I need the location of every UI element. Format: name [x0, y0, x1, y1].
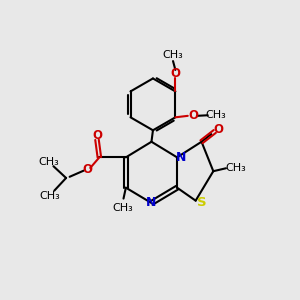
Text: CH₃: CH₃ — [39, 157, 59, 167]
Text: CH₃: CH₃ — [163, 50, 183, 60]
Text: CH₃: CH₃ — [206, 110, 226, 120]
Text: O: O — [213, 123, 223, 136]
Text: O: O — [188, 109, 198, 122]
Text: N: N — [146, 196, 156, 209]
Text: O: O — [170, 67, 180, 80]
Text: CH₃: CH₃ — [225, 163, 246, 173]
Text: O: O — [82, 163, 92, 176]
Text: CH₃: CH₃ — [112, 203, 133, 213]
Text: CH₃: CH₃ — [40, 190, 60, 201]
Text: O: O — [92, 129, 102, 142]
Text: N: N — [176, 151, 186, 164]
Text: S: S — [197, 196, 207, 209]
